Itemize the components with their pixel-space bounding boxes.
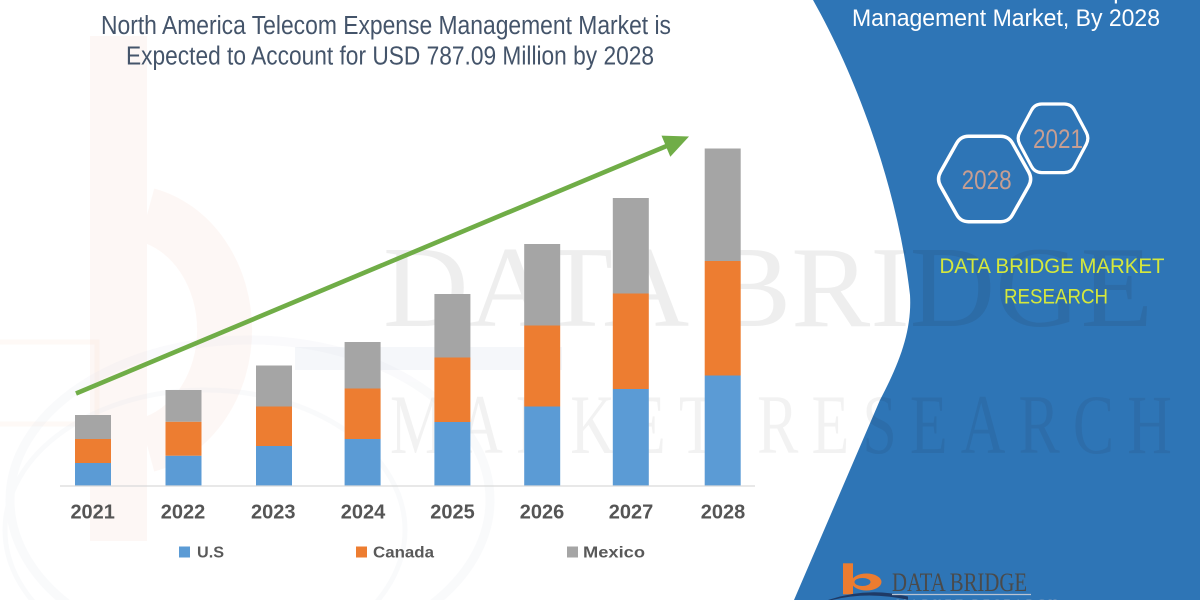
svg-text:Expected to Account for USD 78: Expected to Account for USD 787.09 Milli… [126,43,654,71]
svg-text:2021: 2021 [1033,124,1083,154]
svg-text:2025: 2025 [430,502,475,524]
svg-text:Management Market, By 2028: Management Market, By 2028 [852,5,1160,32]
svg-text:2027: 2027 [609,502,654,524]
svg-text:Canada: Canada [373,545,434,562]
svg-text:Mexico: Mexico [583,545,645,562]
svg-text:RESEARCH: RESEARCH [1004,286,1108,309]
svg-text:2026: 2026 [520,502,565,524]
svg-text:2028: 2028 [701,502,746,524]
svg-text:North America Telecom Expense: North America Telecom Expense [834,0,1178,5]
svg-text:MARKET RESEARCH: MARKET RESEARCH [390,378,1185,472]
svg-text:2024: 2024 [341,502,386,524]
svg-text:DATA BRIDGE: DATA BRIDGE [383,224,1153,351]
svg-text:2028: 2028 [962,165,1012,195]
svg-text:2021: 2021 [70,502,115,524]
svg-text:DATA BRIDGE MARKET: DATA BRIDGE MARKET [940,255,1165,278]
svg-text:DATA BRIDGE: DATA BRIDGE [892,568,1027,597]
svg-text:MARKET RESEARCH: MARKET RESEARCH [896,596,1060,600]
svg-text:2023: 2023 [251,502,296,524]
svg-text:North America Telecom Expense: North America Telecom Expense Management… [101,12,671,40]
svg-text:U.S: U.S [197,545,224,562]
svg-text:2022: 2022 [161,502,206,524]
